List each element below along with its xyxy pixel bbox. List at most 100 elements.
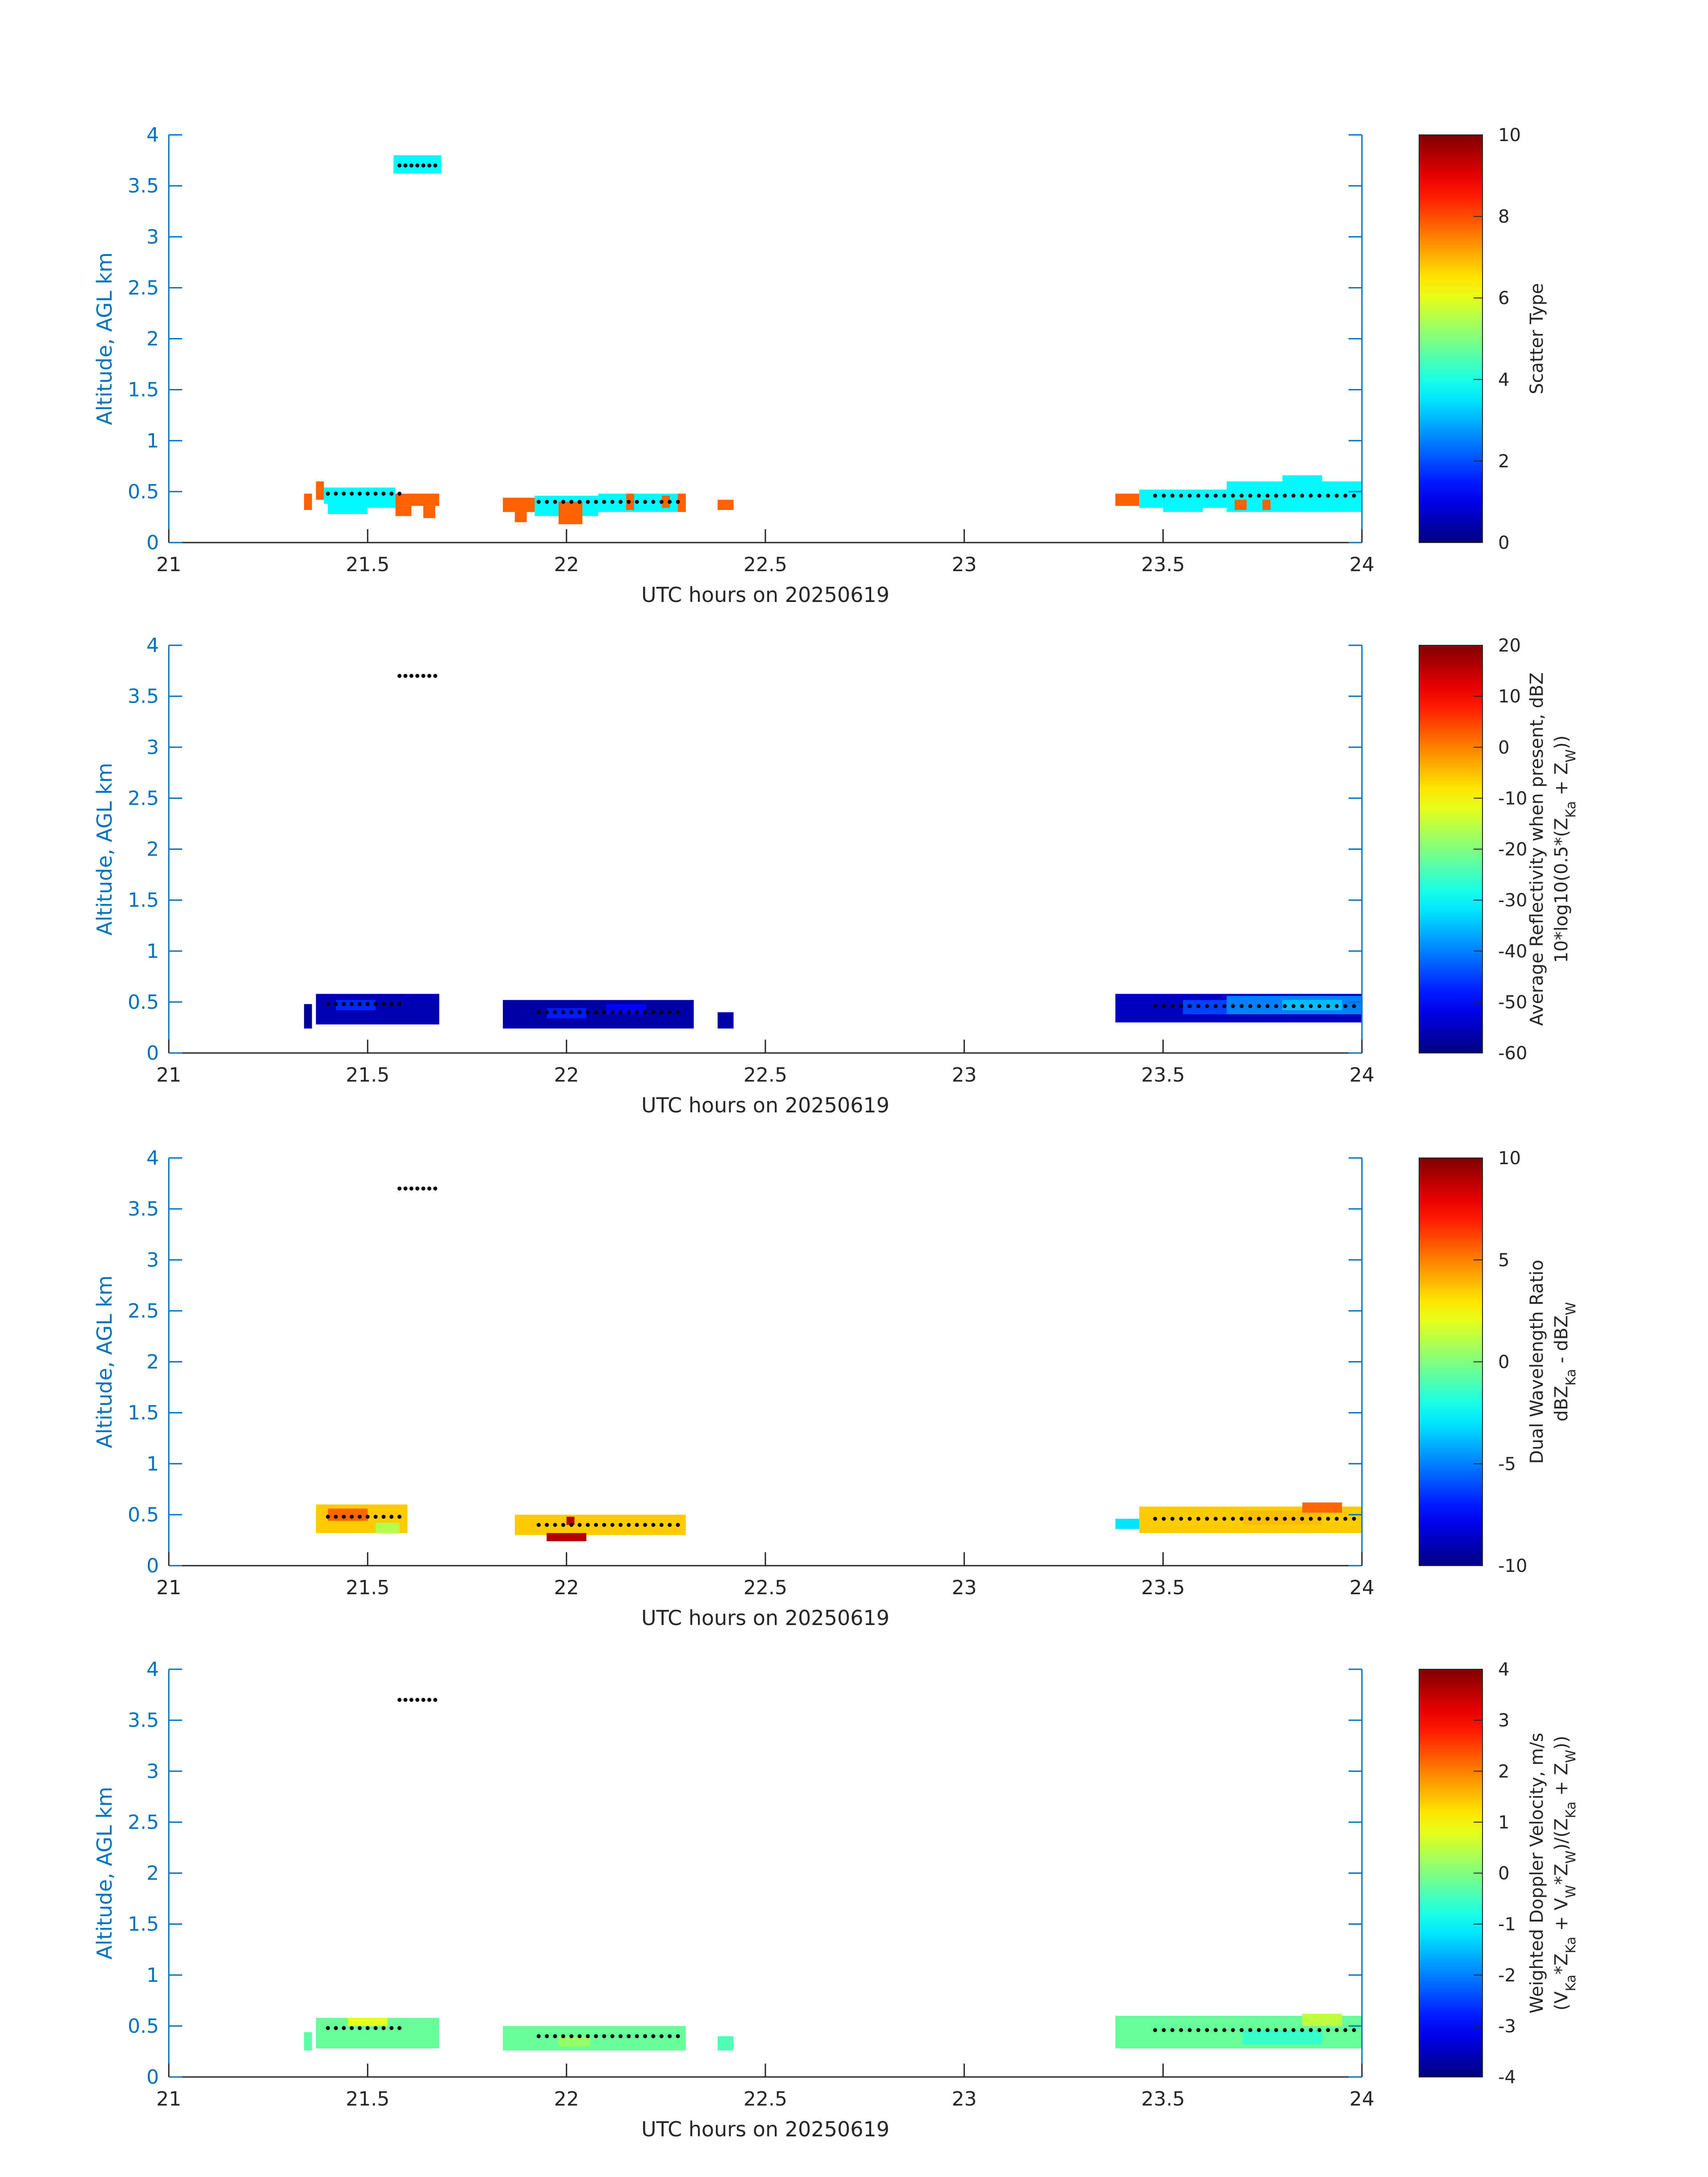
mean-height-dot bbox=[342, 2026, 346, 2030]
data-cell bbox=[1242, 1510, 1322, 1525]
colorbar-tick-label: 4 bbox=[1498, 370, 1509, 390]
mean-height-dot bbox=[1317, 2028, 1322, 2032]
x-axis-label: UTC hours on 20250619 bbox=[641, 1606, 889, 1630]
mean-height-dot bbox=[397, 1697, 402, 1702]
mean-height-dot bbox=[545, 500, 549, 504]
colorbar-tick-label: 5 bbox=[1498, 1250, 1509, 1270]
mean-height-dot bbox=[1334, 493, 1339, 498]
mean-height-dot bbox=[1196, 493, 1201, 498]
mean-height-dot bbox=[1326, 2028, 1330, 2032]
mean-height-dot bbox=[389, 1514, 394, 1519]
mean-height-dot bbox=[1213, 1517, 1218, 1521]
colorbar bbox=[1419, 645, 1483, 1053]
colorbar-tick-label: 0 bbox=[1498, 737, 1509, 758]
mean-height-dot bbox=[561, 1523, 565, 1527]
data-cell bbox=[1302, 1502, 1342, 1513]
colorbar-tick-label: -10 bbox=[1498, 788, 1527, 809]
x-tick-label: 22 bbox=[554, 1064, 579, 1086]
y-axis-label: Altitude, AGL km bbox=[92, 763, 117, 936]
mean-height-dot bbox=[397, 1002, 402, 1006]
colorbar-sublabel-part: + Z bbox=[1551, 1763, 1572, 1801]
mean-height-dot bbox=[1291, 1517, 1296, 1521]
x-tick-label: 23 bbox=[952, 1064, 977, 1086]
x-tick-label: 23.5 bbox=[1141, 1576, 1185, 1599]
mean-height-dot bbox=[365, 491, 370, 496]
y-tick-label: 4 bbox=[146, 634, 159, 657]
mean-height-dot bbox=[403, 163, 408, 167]
colorbar-tick-label: -3 bbox=[1498, 2016, 1516, 2037]
mean-height-dot bbox=[1291, 1004, 1296, 1008]
x-tick-label: 22.5 bbox=[743, 1576, 787, 1599]
y-tick-label: 2 bbox=[146, 1862, 159, 1885]
x-tick-label: 24 bbox=[1349, 2088, 1374, 2110]
mean-height-dot bbox=[1179, 1517, 1183, 1521]
mean-height-dot bbox=[1274, 1517, 1278, 1521]
colorbar-sublabel: dBZKa - dBZW bbox=[1551, 1302, 1579, 1422]
colorbar-sublabel-part: + V bbox=[1551, 1898, 1572, 1937]
y-tick-label: 3 bbox=[146, 736, 159, 759]
mean-height-dot bbox=[561, 2034, 565, 2039]
mean-height-dot bbox=[618, 1523, 623, 1527]
mean-height-dot bbox=[358, 491, 362, 496]
mean-height-dot bbox=[1300, 493, 1304, 498]
mean-height-dot bbox=[397, 491, 402, 496]
mean-height-dot bbox=[1352, 493, 1356, 498]
mean-height-dot bbox=[342, 1002, 346, 1006]
mean-height-dot bbox=[536, 1523, 541, 1527]
x-tick-label: 21.5 bbox=[346, 2088, 389, 2110]
mean-height-dot bbox=[373, 491, 378, 496]
mean-height-dot bbox=[1222, 1004, 1227, 1008]
mean-height-dot bbox=[651, 500, 656, 504]
mean-height-dot bbox=[1274, 1004, 1278, 1008]
x-tick-label: 24 bbox=[1349, 553, 1374, 576]
mean-height-dot bbox=[1196, 2028, 1201, 2032]
colorbar-sublabel-subscript: Ka bbox=[1563, 1369, 1579, 1386]
mean-height-dot bbox=[643, 1010, 647, 1015]
mean-height-dot bbox=[1213, 1004, 1218, 1008]
colorbar-tick-label: 2 bbox=[1498, 1761, 1509, 1782]
mean-height-dot bbox=[397, 673, 402, 678]
mean-height-dot bbox=[1300, 1517, 1304, 1521]
data-cell bbox=[1262, 500, 1271, 510]
data-cell bbox=[662, 496, 670, 508]
x-tick-label: 21.5 bbox=[346, 1064, 389, 1086]
mean-height-dot bbox=[635, 1010, 639, 1015]
data-cell bbox=[336, 1000, 376, 1011]
mean-height-dot bbox=[1265, 1517, 1270, 1521]
mean-height-dot bbox=[610, 2034, 614, 2039]
mean-height-dot bbox=[1274, 493, 1278, 498]
mean-height-dot bbox=[635, 2034, 639, 2039]
mean-height-dot bbox=[1343, 2028, 1348, 2032]
y-tick-label: 4 bbox=[146, 124, 159, 146]
mean-height-dot bbox=[1326, 493, 1330, 498]
mean-height-dot bbox=[1343, 1517, 1348, 1521]
mean-height-dot bbox=[334, 1002, 338, 1006]
colorbar-label: Weighted Doppler Velocity, m/s bbox=[1527, 1733, 1547, 2014]
data-cell bbox=[547, 1533, 587, 1542]
mean-height-dot bbox=[602, 2034, 606, 2039]
y-axis-label: Altitude, AGL km bbox=[92, 1787, 117, 1960]
colorbar-sublabel-part: *Z bbox=[1551, 1953, 1572, 1974]
mean-height-dot bbox=[1161, 1004, 1166, 1008]
mean-height-dot bbox=[602, 1010, 606, 1015]
mean-height-dot bbox=[1317, 1517, 1322, 1521]
mean-height-dot bbox=[1257, 493, 1261, 498]
mean-height-dot bbox=[585, 1010, 590, 1015]
mean-height-dot bbox=[1222, 493, 1227, 498]
mean-height-dot bbox=[381, 1514, 386, 1519]
mean-height-dot bbox=[1248, 2028, 1253, 2032]
mean-height-dot bbox=[569, 1523, 574, 1527]
colorbar-tick-label: 0 bbox=[1498, 1864, 1509, 1884]
colorbar-sublabel-subscript: W bbox=[1563, 1302, 1579, 1316]
mean-height-dot bbox=[415, 1697, 420, 1702]
x-tick-label: 22 bbox=[554, 553, 579, 576]
colorbar-sublabel-subscript: W bbox=[1563, 749, 1579, 763]
mean-height-dot bbox=[326, 491, 330, 496]
mean-height-dot bbox=[350, 491, 354, 496]
colorbar-sublabel-part: )) bbox=[1551, 1736, 1572, 1750]
mean-height-dot bbox=[427, 1186, 431, 1191]
data-cell bbox=[558, 501, 583, 524]
colorbar-sublabel-subscript: Ka bbox=[1563, 1937, 1579, 1954]
mean-height-dot bbox=[1170, 493, 1175, 498]
